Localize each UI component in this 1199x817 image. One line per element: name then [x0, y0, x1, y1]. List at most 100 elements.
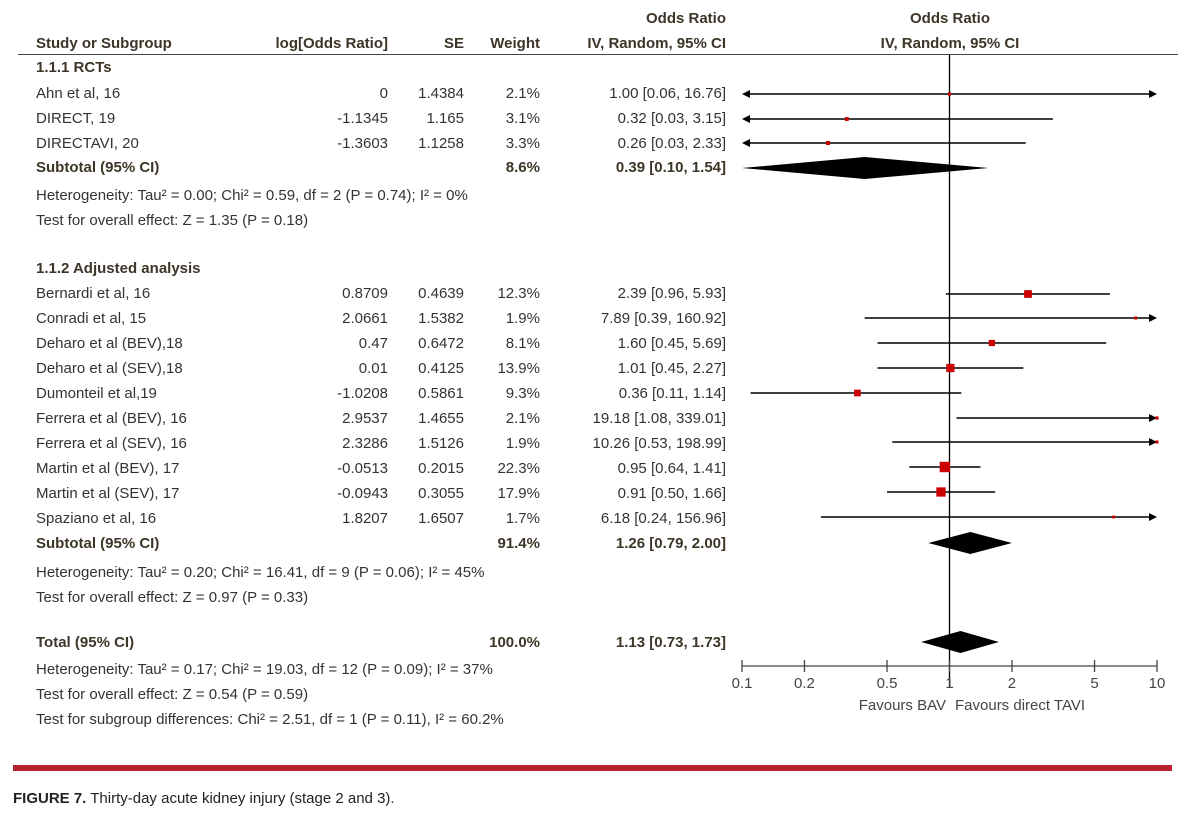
plot-column-header-bottom: IV, Random, 95% CI	[880, 35, 1020, 52]
point-estimate	[939, 461, 951, 473]
study-or: 19.18 [1.08, 339.01]	[592, 410, 726, 427]
group-title-rcts: 1.1.1 RCTs	[36, 59, 112, 76]
study-se: 1.5126	[418, 435, 464, 452]
study-name: Ferrera et al (SEV), 16	[36, 435, 187, 452]
x-tick-label: 0.5	[876, 675, 898, 692]
study-se: 0.6472	[418, 335, 464, 352]
point-estimate	[1155, 416, 1159, 420]
x-tick-label: 1	[945, 675, 954, 692]
study-name: DIRECT, 19	[36, 110, 116, 127]
overall-effect-adjusted: Test for overall effect: Z = 0.97 (P = 0…	[36, 589, 309, 606]
study-weight: 13.9%	[497, 360, 540, 377]
study-name: Dumonteil et al,19	[36, 385, 157, 402]
study-weight: 1.9%	[505, 310, 540, 327]
heterogeneity-adjusted: Heterogeneity: Tau² = 0.20; Chi² = 16.41…	[36, 564, 485, 581]
study-weight: 12.3%	[497, 285, 540, 302]
overall-effect-total: Test for overall effect: Z = 0.54 (P = 0…	[36, 686, 309, 703]
total-label: Total (95% CI)	[36, 634, 135, 651]
ci-left-arrow	[742, 115, 750, 123]
se-column-header: SE	[443, 35, 464, 52]
study-name: Bernardi et al, 16	[36, 285, 151, 302]
study-weight: 8.1%	[505, 335, 540, 352]
x-tick-label: 5	[1090, 675, 1099, 692]
ci-right-arrow	[1149, 314, 1157, 322]
study-weight: 9.3%	[505, 385, 540, 402]
heterogeneity-total: Heterogeneity: Tau² = 0.17; Chi² = 19.03…	[36, 661, 493, 678]
study-name: Ferrera et al (BEV), 16	[36, 410, 187, 427]
study-se: 0.2015	[418, 460, 464, 477]
study-weight: 1.9%	[505, 435, 540, 452]
study-or: 2.39 [0.96, 5.93]	[617, 285, 726, 302]
point-estimate	[946, 363, 955, 373]
study-se: 1.4655	[418, 410, 464, 427]
study-se: 0.5861	[418, 385, 464, 402]
study-name: Conradi et al, 15	[36, 310, 147, 327]
summary-diamond-subtotal-rcts	[742, 157, 989, 179]
x-tick-label: 0.1	[731, 675, 753, 692]
study-or: 1.60 [0.45, 5.69]	[617, 335, 726, 352]
point-estimate	[988, 339, 995, 347]
study-logor: 0.47	[358, 335, 388, 352]
subgroup-differences: Test for subgroup differences: Chi² = 2.…	[36, 711, 504, 728]
study-name: Deharo et al (SEV),18	[36, 360, 183, 377]
x-tick-label: 0.2	[794, 675, 815, 692]
figure-caption-label: FIGURE 7.	[13, 790, 87, 807]
study-weight: 3.3%	[505, 135, 540, 152]
subtotal-weight-adjusted: 91.4%	[497, 535, 540, 552]
study-weight: 17.9%	[497, 485, 540, 502]
weight-column-header: Weight	[490, 35, 540, 52]
point-estimate	[1024, 290, 1032, 298]
study-name: Spaziano et al, 16	[36, 510, 157, 527]
study-logor: -1.3603	[337, 135, 388, 152]
study-logor: -0.0513	[337, 460, 388, 477]
point-estimate	[936, 487, 946, 497]
study-logor: -1.1345	[337, 110, 388, 127]
ci-right-arrow	[1149, 513, 1157, 521]
study-weight: 1.7%	[505, 510, 540, 527]
study-weight: 2.1%	[505, 410, 540, 427]
study-name: Deharo et al (BEV),18	[36, 335, 183, 352]
or-column-header-bottom: IV, Random, 95% CI	[587, 35, 726, 52]
or-column-header-top: Odds Ratio	[645, 10, 726, 27]
ci-right-arrow	[1149, 90, 1157, 98]
study-name: Martin et al (SEV), 17	[36, 485, 180, 502]
subtotal-label-rcts: Subtotal (95% CI)	[36, 159, 160, 176]
total-or: 1.13 [0.73, 1.73]	[615, 634, 726, 651]
subtotal-or-adjusted: 1.26 [0.79, 2.00]	[615, 535, 726, 552]
study-logor: 0.01	[358, 360, 388, 377]
study-logor: 2.9537	[342, 410, 388, 427]
ci-left-arrow	[742, 139, 750, 147]
study-name: Ahn et al, 16	[36, 85, 121, 102]
accent-bar	[13, 765, 1172, 771]
study-or: 0.32 [0.03, 3.15]	[617, 110, 726, 127]
study-weight: 3.1%	[505, 110, 540, 127]
logor-column-header: log[Odds Ratio]	[275, 35, 389, 52]
summary-diamond-subtotal-adjusted	[928, 532, 1012, 554]
study-or: 0.26 [0.03, 2.33]	[617, 135, 726, 152]
study-logor: 1.8207	[342, 510, 388, 527]
study-or: 0.36 [0.11, 1.14]	[618, 385, 726, 402]
study-se: 1.6507	[418, 510, 464, 527]
study-or: 1.01 [0.45, 2.27]	[617, 360, 726, 377]
study-logor: 2.3286	[342, 435, 388, 452]
favours-left-label: Favours BAV	[858, 697, 946, 714]
point-estimate	[826, 141, 831, 145]
figure-caption-text: Thirty-day acute kidney injury (stage 2 …	[86, 790, 395, 807]
study-logor: 0	[379, 85, 388, 102]
study-or: 0.95 [0.64, 1.41]	[617, 460, 726, 477]
group-title-adjusted: 1.1.2 Adjusted analysis	[36, 260, 201, 277]
study-se: 1.5382	[418, 310, 464, 327]
study-weight: 22.3%	[497, 460, 540, 477]
subtotal-weight-rcts: 8.6%	[505, 159, 540, 176]
study-column-header: Study or Subgroup	[36, 35, 172, 52]
plot-column-header-top: Odds Ratio	[909, 10, 990, 27]
point-estimate	[1112, 515, 1116, 519]
x-tick-label: 2	[1007, 675, 1017, 692]
ci-right-arrow	[1149, 438, 1157, 446]
study-or: 6.18 [0.24, 156.96]	[600, 510, 726, 527]
study-weight: 2.1%	[505, 85, 540, 102]
figure-caption: FIGURE 7. Thirty-day acute kidney injury…	[13, 790, 395, 807]
subtotal-label-adjusted: Subtotal (95% CI)	[36, 535, 160, 552]
ci-left-arrow	[742, 90, 750, 98]
study-se: 1.1258	[418, 135, 464, 152]
